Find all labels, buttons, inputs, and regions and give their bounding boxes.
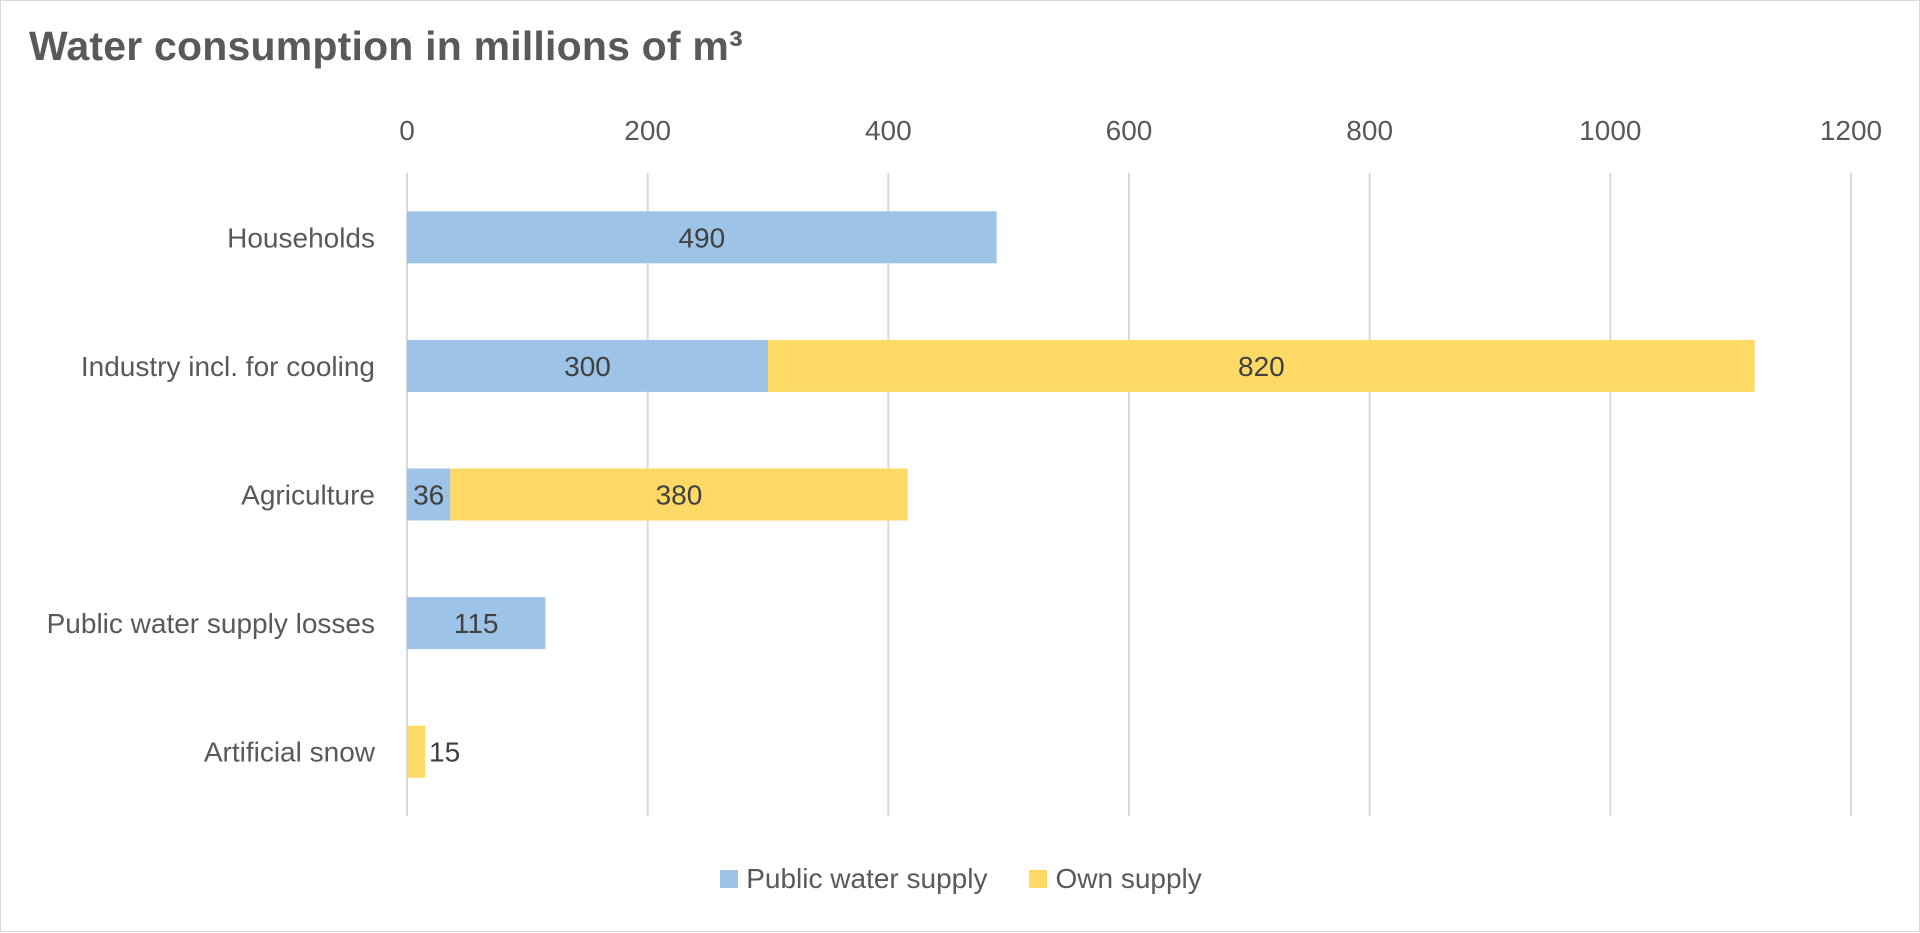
- category-label: Artificial snow: [204, 737, 376, 768]
- category-label: Public water supply losses: [47, 608, 375, 639]
- data-label: 380: [656, 480, 703, 511]
- legend-item: Public water supply: [720, 863, 987, 895]
- x-tick-label: 600: [1106, 115, 1153, 146]
- chart-title: Water consumption in millions of m³: [29, 23, 743, 69]
- bar-own-supply: [450, 468, 908, 521]
- data-label: 15: [429, 737, 460, 768]
- bar-public-water-supply: [407, 339, 768, 392]
- legend-label: Own supply: [1055, 863, 1202, 894]
- data-label: 36: [413, 480, 444, 511]
- bar-public-water-supply: [407, 211, 997, 264]
- category-label: Industry incl. for cooling: [81, 351, 375, 382]
- legend-swatch: [1029, 870, 1048, 888]
- x-tick-label: 1200: [1820, 115, 1882, 146]
- chart-legend: Public water supply Own supply: [1, 863, 1920, 895]
- x-tick-label: 800: [1346, 115, 1393, 146]
- x-tick-label: 400: [865, 115, 912, 146]
- x-tick-label: 1000: [1579, 115, 1641, 146]
- legend-swatch: [720, 870, 739, 888]
- legend-label: Public water supply: [746, 863, 988, 894]
- data-label: 820: [1238, 351, 1285, 382]
- x-tick-label: 200: [624, 115, 671, 146]
- legend-item: Own supply: [1029, 863, 1202, 895]
- category-label: Households: [227, 222, 375, 253]
- bar-own-supply: [407, 725, 426, 778]
- bar-public-water-supply: [407, 597, 546, 650]
- data-label: 115: [454, 608, 499, 639]
- category-label: Agriculture: [241, 480, 375, 511]
- bar-own-supply: [768, 339, 1755, 392]
- data-label: 490: [678, 222, 725, 253]
- bar-public-water-supply: [407, 468, 451, 521]
- data-label: 300: [564, 351, 611, 382]
- x-tick-label: 0: [399, 115, 415, 146]
